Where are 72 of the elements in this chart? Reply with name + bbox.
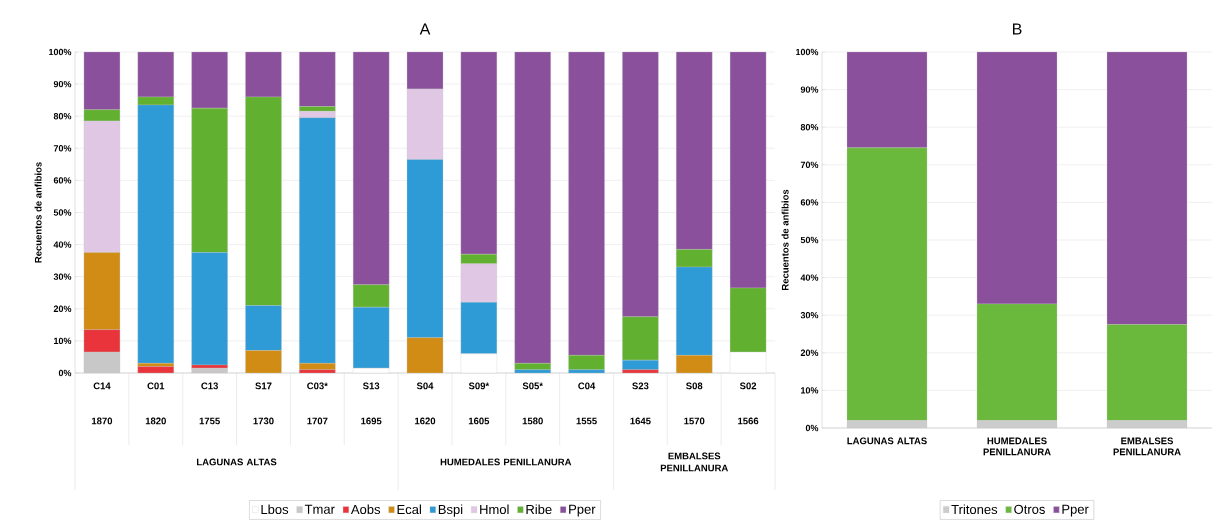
- text: 1707: [307, 417, 328, 425]
- text: HUMEDALES PENILLANURA: [440, 458, 572, 466]
- legend-label: Ribe: [526, 504, 552, 515]
- x-tick-label: S23: [632, 382, 649, 390]
- x-tick-label: C01: [147, 382, 165, 390]
- y-axis-title: Recuentos de anfibios: [34, 162, 42, 263]
- text: 1605: [468, 417, 490, 425]
- y-tick-label: 80%: [800, 124, 819, 131]
- y-tick-label: 0%: [58, 369, 72, 377]
- y-tick-label: 70%: [53, 145, 72, 152]
- chart-title: A: [419, 23, 431, 35]
- bar: [299, 51, 336, 107]
- text: 1580: [522, 417, 543, 425]
- x-tick-label: S04: [416, 382, 434, 390]
- legend-label: Otros: [1014, 504, 1045, 514]
- text: 1566: [738, 417, 759, 425]
- x-tick-label: C13: [201, 382, 218, 390]
- text: 1555: [576, 417, 597, 425]
- legend-label: Tmar: [304, 504, 335, 514]
- x-tick-label: HUMEDALES PENILLANURA: [983, 437, 1051, 456]
- text: 1870: [91, 417, 113, 425]
- y-tick-label: 50%: [800, 236, 819, 244]
- y-tick-label: 40%: [800, 274, 819, 281]
- legend-label: Aobs: [350, 504, 381, 515]
- y-tick-label: 60%: [53, 177, 72, 184]
- y-axis-title: Recuentos de anfibios: [781, 189, 789, 291]
- x-tick-label: LAGUNAS ALTAS: [847, 437, 927, 445]
- text: 1730: [253, 417, 274, 425]
- y-tick-label: 80%: [53, 113, 72, 120]
- x-tick-label: C04: [578, 382, 596, 390]
- bar: [137, 366, 174, 374]
- legend-label: Pper: [1062, 504, 1089, 517]
- y-tick-label: 20%: [53, 305, 72, 312]
- text: EMBALSES PENILLANURA: [660, 452, 729, 472]
- x-tick-label: S08: [686, 382, 703, 390]
- legend-label: Bspi: [438, 504, 463, 517]
- text: 1695: [361, 417, 382, 425]
- text: 1755: [199, 417, 220, 425]
- x-tick-label: C03*: [307, 382, 328, 390]
- legend-label: Lbos: [261, 504, 289, 515]
- chart-title: B: [1012, 23, 1022, 35]
- y-tick-label: 10%: [801, 387, 819, 394]
- x-tick-label: EMBALSES PENILLANURA: [1113, 437, 1181, 456]
- y-tick-label: 70%: [800, 161, 819, 168]
- text: 1820: [145, 417, 166, 425]
- y-tick-label: 50%: [53, 209, 72, 216]
- y-tick-label: 90%: [53, 80, 72, 88]
- x-tick-label: S09*: [468, 382, 490, 390]
- y-tick-label: 40%: [53, 241, 72, 248]
- legend-label: Hmol: [480, 504, 509, 515]
- y-tick-label: 100%: [49, 48, 72, 56]
- x-tick-label: S05*: [522, 382, 543, 390]
- legend-label: Ecal: [397, 504, 421, 515]
- text: 1620: [415, 417, 436, 425]
- text: 1645: [630, 417, 651, 425]
- text: LAGUNAS ALTAS: [197, 458, 277, 466]
- y-tick-label: 0%: [805, 424, 819, 432]
- y-tick-label: 100%: [796, 48, 819, 56]
- y-tick-label: 20%: [800, 349, 819, 356]
- y-tick-label: 30%: [53, 273, 72, 280]
- bar: [191, 368, 228, 374]
- y-tick-label: 30%: [800, 311, 819, 319]
- y-tick-label: 60%: [800, 199, 819, 206]
- text: 1570: [684, 417, 705, 425]
- x-tick-label: S17: [255, 382, 272, 390]
- y-tick-label: 90%: [800, 86, 819, 93]
- legend-label: Tritones: [951, 504, 998, 515]
- x-tick-label: S13: [362, 382, 380, 390]
- x-tick-label: S02: [739, 382, 757, 390]
- legend-label: Pper: [569, 504, 596, 517]
- x-tick-label: C14: [93, 382, 111, 390]
- y-tick-label: 10%: [54, 337, 72, 345]
